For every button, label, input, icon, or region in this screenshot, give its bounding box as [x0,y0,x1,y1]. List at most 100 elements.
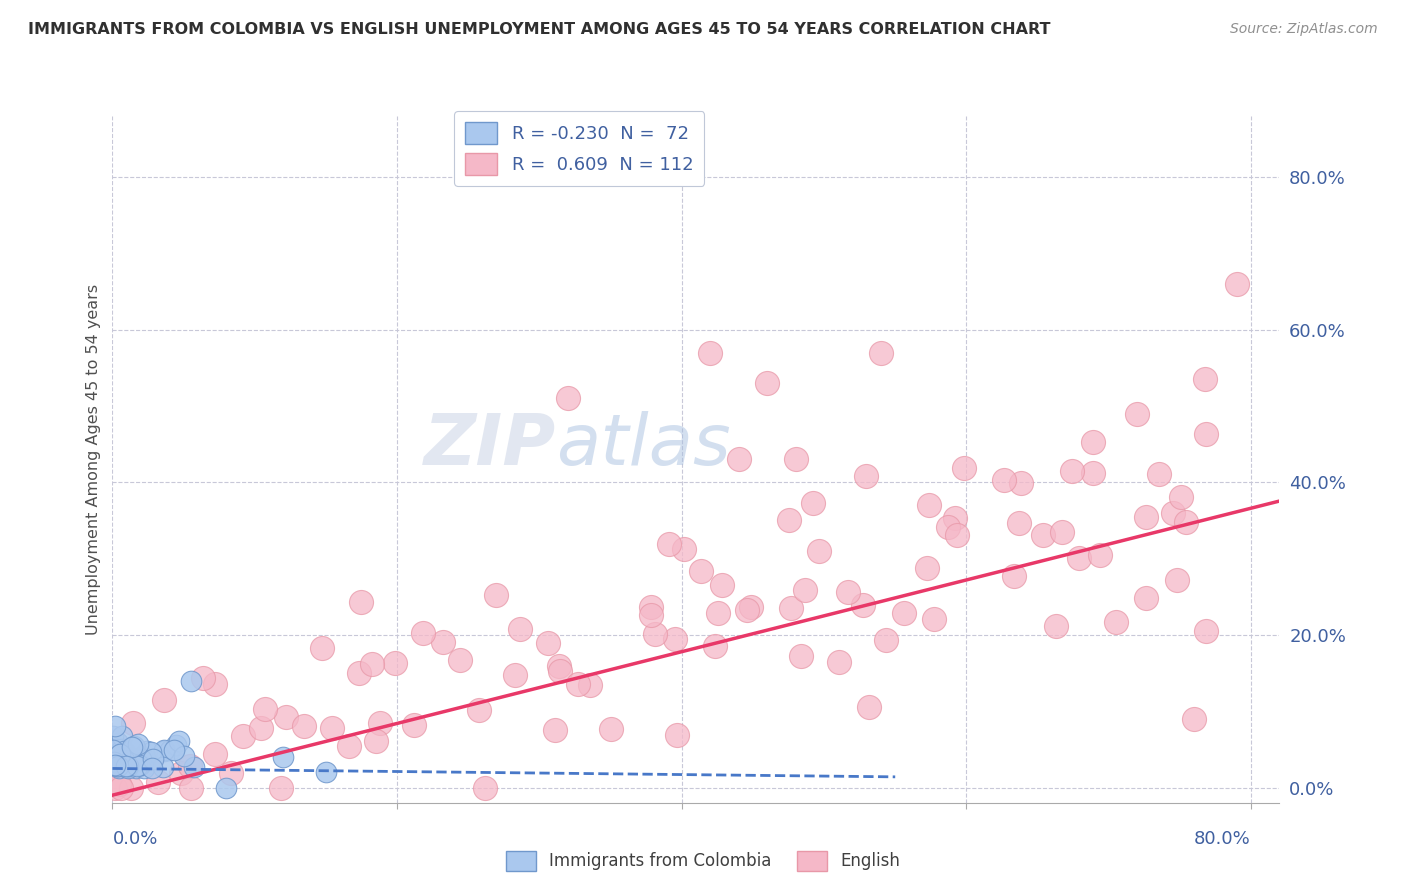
Point [673,542,696,557]
Point [917,561,939,575]
Point [152,743,174,757]
Point [110,780,132,795]
Point [485,588,508,602]
Point [1182,712,1205,726]
Point [103,757,125,772]
Point [790,648,813,663]
Point [221,766,243,780]
Y-axis label: Unemployment Among Ages 45 to 54 years: Unemployment Among Ages 45 to 54 years [86,284,101,635]
Point [120,780,142,795]
Point [103,719,125,733]
Text: Source: ZipAtlas.com: Source: ZipAtlas.com [1230,22,1378,37]
Point [1126,407,1149,421]
Point [936,520,959,534]
Point [112,759,135,773]
Point [122,739,145,754]
Point [756,376,779,390]
Point [858,700,880,714]
Point [115,756,138,771]
Point [103,757,125,772]
Point [152,760,174,774]
Point [808,544,831,558]
Point [104,735,127,749]
Point [111,741,134,756]
Text: atlas: atlas [555,411,731,480]
Point [128,758,150,772]
Point [384,657,406,671]
Point [778,513,800,527]
Point [103,753,125,767]
Point [110,747,132,761]
Point [152,744,174,758]
Point [270,780,292,795]
Point [163,742,186,756]
Point [1166,573,1188,587]
Point [135,755,157,769]
Point [107,757,129,772]
Point [107,759,129,773]
Point [311,641,333,656]
Point [1226,277,1249,291]
Point [557,392,579,406]
Point [578,678,600,692]
Point [740,599,762,614]
Point [111,750,134,764]
Point [180,780,202,795]
Legend: Immigrants from Colombia, English: Immigrants from Colombia, English [498,842,908,880]
Point [131,749,153,764]
Point [115,759,138,773]
Point [1067,551,1090,566]
Point [1008,516,1031,530]
Point [114,760,136,774]
Point [664,632,686,646]
Point [690,564,713,578]
Point [503,668,526,682]
Point [107,736,129,750]
Point [121,716,143,731]
Point [368,715,391,730]
Point [550,664,572,678]
Point [114,746,136,760]
Point [117,761,139,775]
Point [785,452,807,467]
Point [125,759,148,773]
Point [108,761,131,775]
Point [852,598,875,612]
Point [179,759,201,773]
Point [735,603,758,617]
Point [120,755,142,769]
Point [108,777,131,791]
Point [271,750,294,764]
Point [117,759,139,773]
Point [1081,434,1104,449]
Point [347,665,370,680]
Point [105,758,128,772]
Point [170,765,193,780]
Point [124,741,146,756]
Point [644,627,666,641]
Point [117,759,139,773]
Point [111,729,134,743]
Point [412,625,434,640]
Point [125,755,148,769]
Point [103,755,125,769]
Point [509,622,531,636]
Point [180,673,202,688]
Point [142,752,165,766]
Point [112,744,135,758]
Point [666,728,689,742]
Point [1010,476,1032,491]
Text: ZIP: ZIP [423,411,555,480]
Point [134,755,156,769]
Point [183,760,205,774]
Point [870,345,893,359]
Point [146,774,169,789]
Point [132,761,155,775]
Point [127,738,149,752]
Point [640,599,662,614]
Text: 0.0%: 0.0% [112,830,157,847]
Point [167,734,190,748]
Point [945,511,967,525]
Point [117,756,139,771]
Point [1060,464,1083,478]
